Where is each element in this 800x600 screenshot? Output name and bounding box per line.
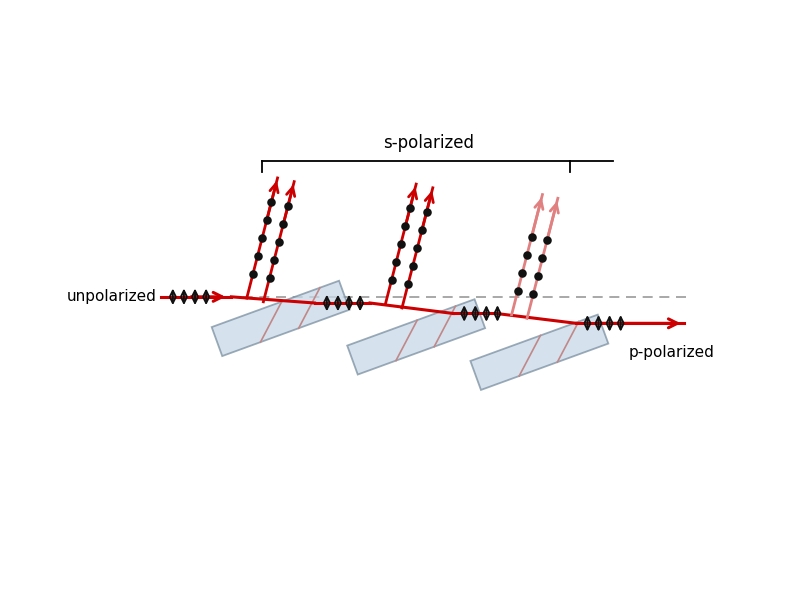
Text: p-polarized: p-polarized <box>629 345 714 360</box>
Point <box>411 243 424 253</box>
Point <box>251 251 264 261</box>
Point <box>511 286 524 295</box>
Point <box>527 290 540 299</box>
Point <box>531 272 544 281</box>
Point <box>246 269 259 279</box>
Point <box>541 236 554 245</box>
Point <box>385 275 398 285</box>
Point <box>265 197 278 207</box>
Point <box>420 207 433 217</box>
Point <box>399 221 412 231</box>
Text: s-polarized: s-polarized <box>383 134 474 152</box>
Point <box>521 250 534 259</box>
Point <box>416 225 429 235</box>
Point <box>406 261 419 271</box>
Point <box>403 203 416 213</box>
Point <box>536 254 549 263</box>
Text: unpolarized: unpolarized <box>66 289 156 304</box>
Point <box>256 233 269 243</box>
Polygon shape <box>347 299 485 374</box>
Point <box>263 273 276 283</box>
Point <box>277 219 290 229</box>
Point <box>272 237 285 247</box>
Point <box>516 268 529 277</box>
Point <box>526 232 538 241</box>
Point <box>394 239 407 249</box>
Point <box>282 201 294 211</box>
Polygon shape <box>212 281 350 356</box>
Point <box>402 279 414 289</box>
Point <box>260 215 273 225</box>
Point <box>390 257 402 267</box>
Point <box>268 255 281 265</box>
Polygon shape <box>470 314 608 390</box>
